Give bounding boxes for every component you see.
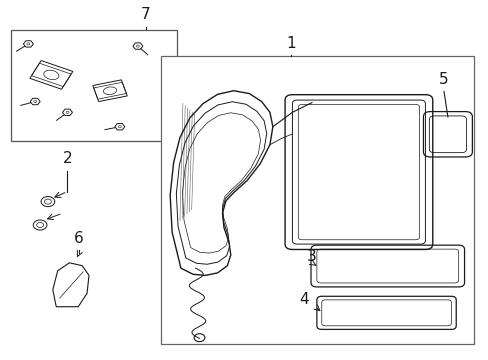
Text: 1: 1 xyxy=(285,36,295,51)
Bar xyxy=(11,30,177,141)
Text: 6: 6 xyxy=(74,230,84,246)
Text: 2: 2 xyxy=(62,151,72,166)
Text: 4: 4 xyxy=(299,292,308,307)
Text: 3: 3 xyxy=(306,248,316,264)
Text: 5: 5 xyxy=(438,72,448,87)
Text: 7: 7 xyxy=(141,7,150,22)
Bar xyxy=(161,56,473,344)
